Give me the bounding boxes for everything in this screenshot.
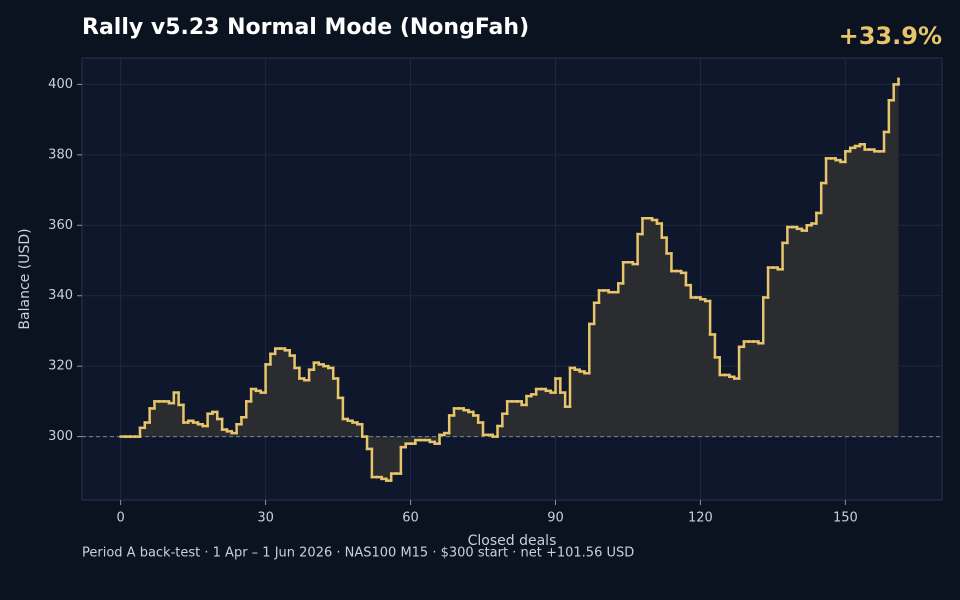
x-tick-label: 60 [402,511,419,526]
x-axis-label: Closed deals [468,533,557,549]
headline: +33.9% [839,22,942,50]
chart-title: Rally v5.23 Normal Mode (NongFah) [82,15,529,40]
footer: Period A back-test · 1 Apr – 1 Jun 2026 … [82,546,634,561]
y-tick-label: 400 [48,77,73,92]
x-tick-label: 120 [688,511,713,526]
y-tick-label: 300 [48,429,73,444]
y-tick-label: 380 [48,147,73,162]
y-tick-label: 320 [48,359,73,374]
plot-layer: 300 320 340 360 380 400 0 30 60 90 120 150 [48,58,942,526]
y-tick-label: 360 [48,218,73,233]
x-tick-label: 150 [833,511,858,526]
y-axis-label: Balance (USD) [17,228,33,329]
x-tick-label: 90 [547,511,564,526]
x-tick-label: 0 [117,511,125,526]
y-tick-label: 340 [48,288,73,303]
x-tick-label: 30 [257,511,274,526]
area-fill [120,78,899,481]
